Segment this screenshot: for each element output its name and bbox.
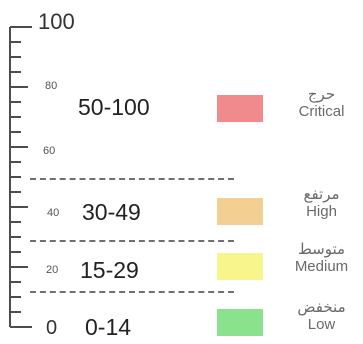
swatch-low <box>217 309 263 336</box>
tick-label-100: 100 <box>38 9 75 34</box>
separator-high-medium <box>30 240 234 242</box>
tick-label-0: 0 <box>46 317 58 339</box>
range-medium: 15-29 <box>80 257 139 283</box>
separator-medium-low <box>30 291 234 293</box>
level-low: منخفض Low <box>280 298 363 334</box>
level-low-ar: منخفض <box>297 298 346 316</box>
separator-critical-high <box>30 178 234 180</box>
range-low: 0-14 <box>85 314 132 340</box>
tick-label-60: 60 <box>43 145 56 157</box>
level-medium-en: Medium <box>294 258 349 275</box>
tick-label-80: 80 <box>45 80 58 92</box>
level-critical-ar: حرج <box>307 85 336 103</box>
swatch-medium <box>217 253 263 280</box>
level-medium-ar: متوسط <box>297 240 346 258</box>
range-high: 30-49 <box>82 199 141 225</box>
level-low-en: Low <box>307 316 336 333</box>
swatch-critical <box>217 95 263 122</box>
level-critical-en: Critical <box>298 103 345 120</box>
range-critical: 50-100 <box>78 94 150 120</box>
tick-label-40: 40 <box>47 207 60 219</box>
level-high: مرتفع High <box>280 185 363 221</box>
swatch-high <box>217 198 263 225</box>
tick-label-20: 20 <box>46 264 59 276</box>
level-critical: حرج Critical <box>280 85 363 121</box>
level-medium: متوسط Medium <box>280 240 363 276</box>
level-high-ar: مرتفع <box>303 185 340 203</box>
level-high-en: High <box>306 203 337 220</box>
